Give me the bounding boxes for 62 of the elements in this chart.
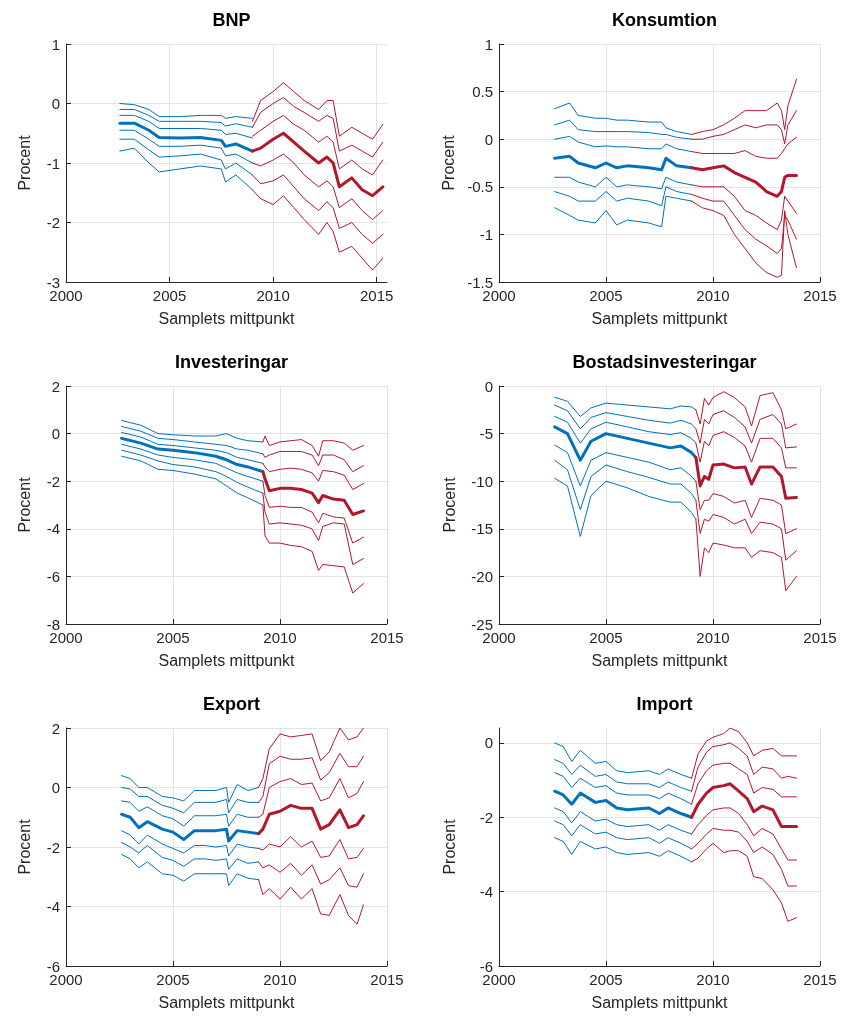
y-axis-title: Procent — [440, 476, 458, 533]
y-tick-label: 1 — [484, 35, 493, 53]
y-tick-label: 0 — [51, 425, 60, 443]
y-tick-label: 0 — [484, 734, 493, 752]
x-tick-label: 2005 — [152, 287, 187, 304]
y-tick-label: -1 — [479, 225, 493, 243]
y-tick-label: -4 — [46, 520, 60, 538]
y-tick-label: -2 — [46, 838, 60, 856]
y-axis-title: Procent — [439, 134, 457, 191]
x-tick-label: 2015 — [803, 287, 837, 304]
y-tick-label: -10 — [471, 472, 493, 490]
x-tick-label: 2010 — [263, 629, 297, 646]
x-tick-label: 2010 — [696, 629, 730, 646]
x-tick-label: 2010 — [696, 287, 730, 304]
x-tick-label: 2010 — [263, 971, 297, 988]
x-tick-label: 2005 — [589, 971, 623, 988]
y-tick-label: -2 — [46, 472, 60, 490]
chart-title: Bostadsinvesteringar — [572, 352, 757, 372]
chart-title: Konsumtion — [612, 10, 717, 30]
x-tick-label: 2015 — [803, 971, 837, 988]
y-tick-label: -2 — [479, 808, 493, 826]
x-tick-label: 2005 — [589, 287, 623, 304]
chart-title: Import — [636, 694, 693, 714]
x-tick-label: 2015 — [370, 629, 404, 646]
x-tick-label: 2005 — [156, 629, 190, 646]
y-tick-label: 0 — [484, 130, 493, 148]
x-tick-label: 2015 — [359, 287, 394, 304]
y-tick-label: -0.5 — [467, 178, 493, 196]
x-tick-label: 2015 — [803, 629, 837, 646]
x-axis-title: Samplets mittpunkt — [591, 309, 729, 327]
y-tick-label: -4 — [46, 898, 60, 915]
chart-title: Export — [202, 694, 261, 714]
y-tick-label: -2 — [46, 214, 60, 231]
y-tick-label: -4 — [479, 883, 493, 901]
x-tick-label: 2015 — [370, 971, 404, 988]
y-tick-label: -20 — [471, 567, 493, 585]
x-axis-title: Samplets mittpunkt — [591, 993, 729, 1011]
y-tick-label: 2 — [51, 377, 60, 395]
x-tick-label: 2005 — [589, 629, 623, 646]
x-axis-title: Samplets mittpunkt — [158, 993, 296, 1011]
x-tick-label: 2010 — [696, 971, 730, 988]
chart-title: Investeringar — [174, 352, 289, 372]
y-tick-label: -1 — [46, 154, 60, 172]
y-tick-label: 0 — [51, 779, 60, 796]
x-axis-title: Samplets mittpunkt — [158, 651, 296, 669]
y-tick-label: -15 — [471, 520, 493, 538]
y-axis-title: Procent — [440, 818, 458, 875]
y-tick-label: -6 — [46, 567, 60, 585]
y-axis-title: Procent — [15, 134, 33, 191]
y-tick-label: -5 — [479, 425, 493, 443]
x-axis-title: Samplets mittpunkt — [158, 309, 296, 327]
y-tick-label: 2 — [51, 719, 60, 737]
x-tick-label: 2010 — [256, 287, 290, 304]
y-axis-title: Procent — [15, 476, 33, 533]
y-axis-title: Procent — [15, 818, 33, 875]
y-tick-label: 0.5 — [472, 83, 493, 101]
y-tick-label: 0 — [51, 95, 60, 112]
x-axis-title: Samplets mittpunkt — [591, 651, 729, 669]
chart-title: BNP — [212, 10, 251, 30]
y-tick-label: 1 — [51, 35, 60, 53]
x-tick-label: 2005 — [156, 971, 190, 988]
y-tick-label: 0 — [484, 377, 493, 395]
